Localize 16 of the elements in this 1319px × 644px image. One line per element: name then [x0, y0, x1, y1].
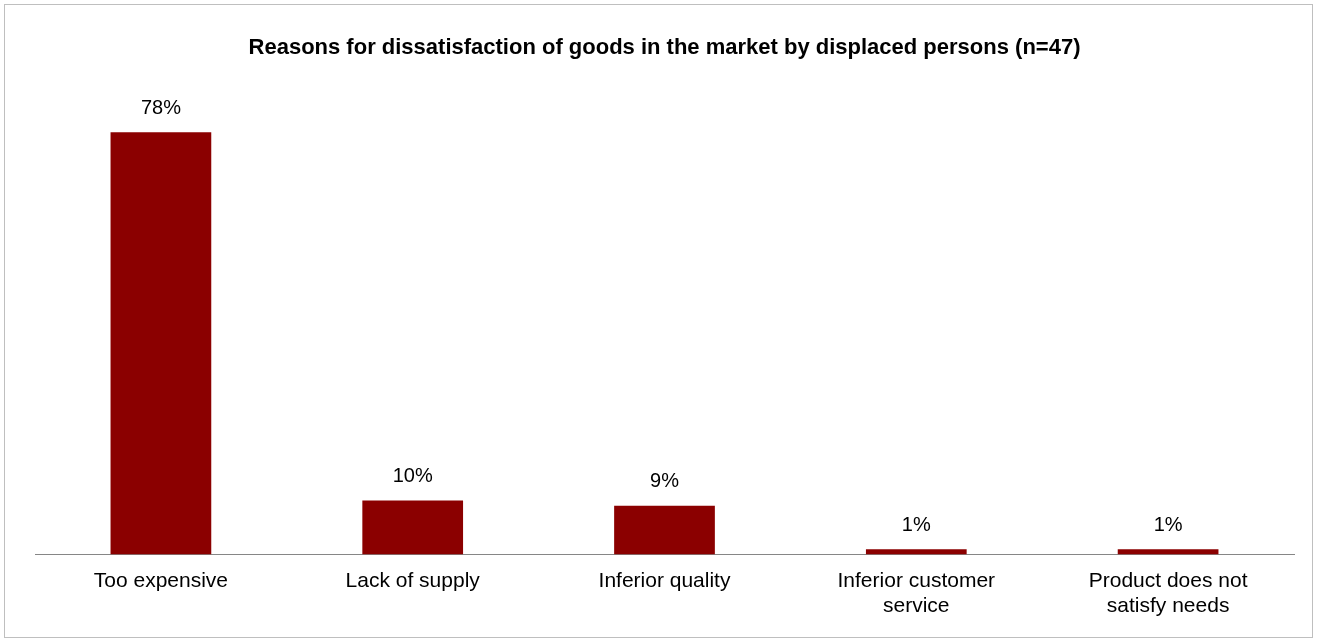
bar: [614, 505, 715, 555]
bar: [865, 549, 967, 555]
x-tick-label: Inferior quality: [598, 568, 731, 591]
chart-title: Reasons for dissatisfaction of goods in the market by displaced persons (n=47): [248, 34, 1081, 60]
bar: [110, 132, 212, 555]
data-label: 9%: [650, 469, 680, 492]
x-tick-label: Lack of supply: [345, 568, 481, 591]
x-tick-label: Too expensive: [93, 568, 229, 591]
x-tick-label: Product does not satisfy needs: [1088, 568, 1248, 617]
data-label: 1%: [901, 512, 931, 535]
x-tick-label: Inferior customer service: [837, 568, 996, 617]
data-label: 10%: [392, 463, 433, 486]
data-label: 1%: [1153, 512, 1183, 535]
data-label: 78%: [140, 95, 182, 118]
bar: [1117, 549, 1219, 555]
bar: [362, 500, 464, 555]
